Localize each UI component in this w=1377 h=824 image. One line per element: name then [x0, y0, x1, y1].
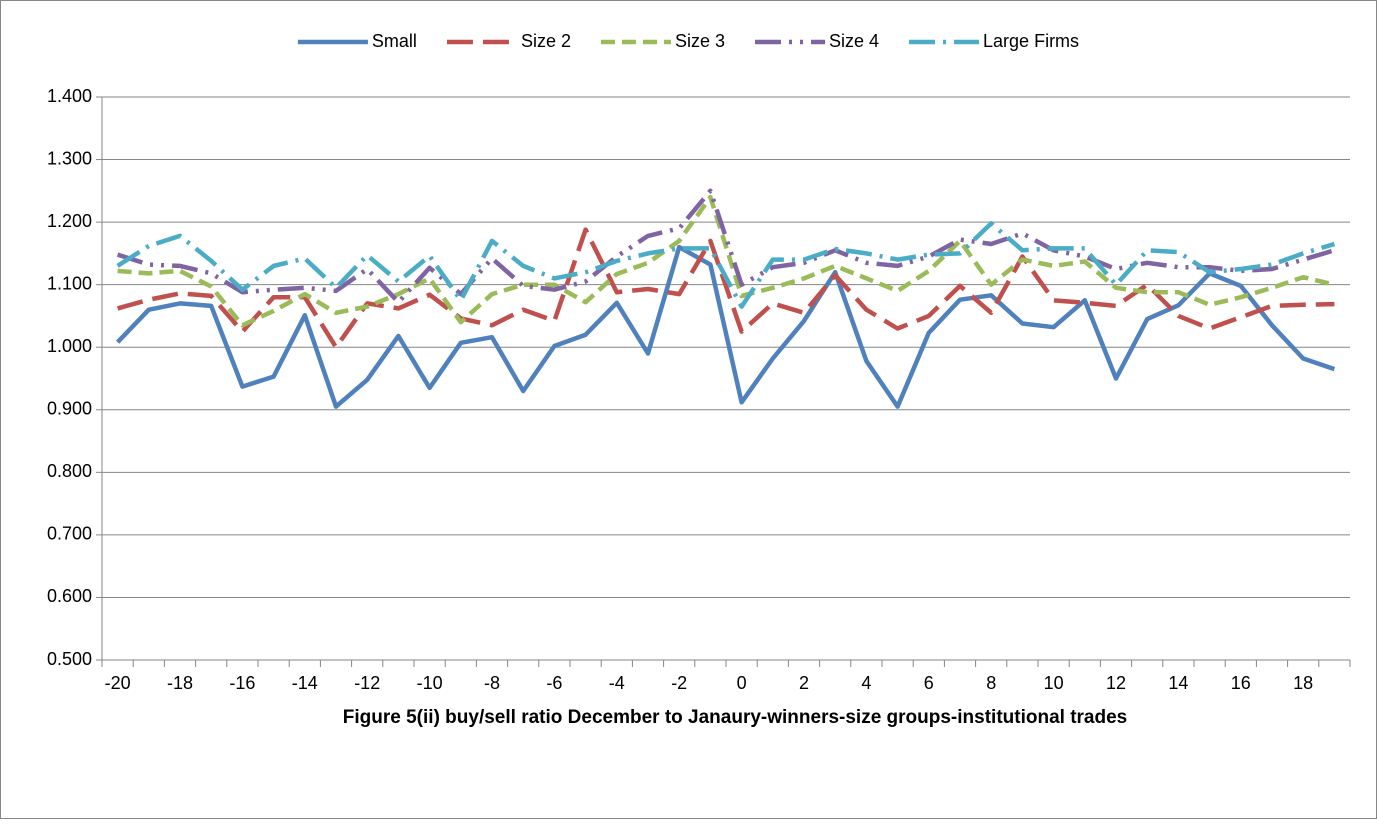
x-tick-label: 8	[986, 673, 996, 693]
legend-label: Size 2	[521, 31, 571, 51]
series-line	[116, 227, 1335, 350]
x-tick-label: 0	[737, 673, 747, 693]
y-tick-label: 0.600	[47, 586, 92, 606]
legend-label: Size 3	[675, 31, 725, 51]
x-tick-label: 12	[1106, 673, 1126, 693]
x-tick-label: -16	[229, 673, 255, 693]
x-tick-label: 16	[1231, 673, 1251, 693]
x-tick-label: 18	[1293, 673, 1313, 693]
legend-label: Large Firms	[983, 31, 1079, 51]
x-tick-label: 6	[924, 673, 934, 693]
y-tick-label: 1.300	[47, 148, 92, 168]
x-tick-label: 2	[799, 673, 809, 693]
legend-label: Size 4	[829, 31, 879, 51]
x-tick-label: 4	[861, 673, 871, 693]
x-tick-label: -8	[484, 673, 500, 693]
chart-title: Figure 5(ii) buy/sell ratio December to …	[343, 707, 1127, 728]
x-tick-label: -18	[167, 673, 193, 693]
y-tick-label: 1.000	[47, 336, 92, 356]
series-line	[115, 244, 1336, 409]
x-tick-label: 10	[1044, 673, 1064, 693]
series-line	[116, 221, 1336, 309]
x-tick-label: -14	[292, 673, 318, 693]
y-tick-label: 1.200	[47, 211, 92, 231]
x-tick-label: -2	[671, 673, 687, 693]
x-tick-label: -6	[546, 673, 562, 693]
y-tick-label: 1.400	[47, 86, 92, 106]
y-tick-label: 1.100	[47, 273, 92, 293]
y-tick-label: 0.500	[47, 649, 92, 669]
x-tick-label: 14	[1168, 673, 1188, 693]
x-tick-label: -12	[354, 673, 380, 693]
x-tick-label: -10	[417, 673, 443, 693]
y-tick-label: 0.900	[47, 399, 92, 419]
series-line	[117, 194, 1335, 328]
legend-label: Small	[372, 31, 417, 51]
y-tick-label: 0.700	[47, 524, 92, 544]
y-tick-label: 0.800	[47, 461, 92, 481]
x-tick-label: -4	[609, 673, 625, 693]
x-tick-label: -20	[105, 673, 131, 693]
